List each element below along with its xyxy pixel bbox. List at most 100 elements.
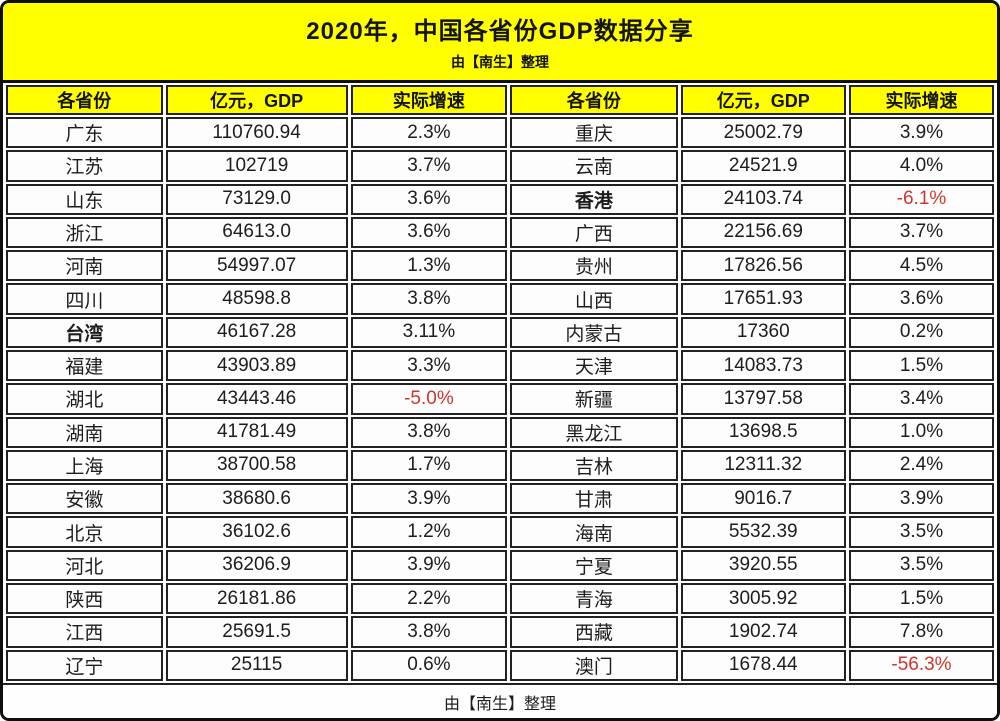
province-cell: 广西 [510, 216, 678, 249]
growth-cell: 3.5% [848, 516, 994, 548]
growth-cell: 3.9% [848, 117, 994, 149]
gdp-cell: 22156.69 [680, 216, 846, 249]
gdp-cell: 25115 [165, 649, 348, 681]
gdp-cell: 48598.8 [165, 283, 348, 315]
province-cell: 云南 [510, 150, 678, 182]
growth-cell: -5.0% [350, 383, 508, 415]
gdp-cell: 17826.56 [680, 250, 846, 282]
title-band: 2020年，中国各省份GDP数据分享 由【南生】整理 [3, 3, 997, 83]
province-cell: 辽宁 [6, 649, 163, 681]
gdp-table-wrap: 各省份 亿元，GDP 实际增速 各省份 亿元，GDP 实际增速 广东 110760… [3, 83, 997, 683]
growth-cell: 3.8% [350, 283, 508, 315]
growth-cell: 3.7% [848, 216, 994, 249]
province-cell: 山东 [6, 183, 163, 215]
province-cell: 黑龙江 [510, 416, 678, 448]
header-gdp-right: 亿元，GDP [680, 85, 846, 115]
gdp-cell: 73129.0 [165, 183, 348, 215]
gdp-cell: 46167.28 [165, 316, 348, 348]
growth-cell: 1.3% [350, 250, 508, 282]
growth-cell: 4.0% [848, 150, 994, 182]
table-row: 陕西 26181.86 2.2% 青海 3005.92 1.5% [6, 582, 994, 615]
province-cell: 陕西 [6, 582, 163, 615]
growth-cell: 3.5% [848, 549, 994, 581]
table-row: 江苏 102719 3.7% 云南 24521.9 4.0% [6, 150, 994, 182]
province-cell: 安徽 [6, 483, 163, 515]
province-cell: 贵州 [510, 250, 678, 282]
growth-cell: 3.7% [350, 150, 508, 182]
table-row: 湖南 41781.49 3.8% 黑龙江 13698.5 1.0% [6, 416, 994, 448]
gdp-cell: 12311.32 [680, 449, 846, 482]
table-row: 山东 73129.0 3.6% 香港 24103.74 -6.1% [6, 183, 994, 215]
header-gdp-left: 亿元，GDP [165, 85, 348, 115]
province-cell: 上海 [6, 449, 163, 482]
growth-cell: 3.6% [848, 283, 994, 315]
table-row: 安徽 38680.6 3.9% 甘肃 9016.7 3.9% [6, 483, 994, 515]
province-cell: 河南 [6, 250, 163, 282]
table-row: 广东 110760.94 2.3% 重庆 25002.79 3.9% [6, 117, 994, 149]
header-province-left: 各省份 [6, 85, 163, 115]
gdp-cell: 41781.49 [165, 416, 348, 448]
table-row: 上海 38700.58 1.7% 吉林 12311.32 2.4% [6, 449, 994, 482]
gdp-cell: 64613.0 [165, 216, 348, 249]
table-header-row: 各省份 亿元，GDP 实际增速 各省份 亿元，GDP 实际增速 [6, 85, 994, 115]
table-row: 湖北 43443.46 -5.0% 新疆 13797.58 3.4% [6, 383, 994, 415]
gdp-cell: 26181.86 [165, 582, 348, 615]
gdp-cell: 13698.5 [680, 416, 846, 448]
province-cell: 北京 [6, 516, 163, 548]
gdp-cell: 3920.55 [680, 549, 846, 581]
table-body: 广东 110760.94 2.3% 重庆 25002.79 3.9% 江苏 102719 3.7… [6, 117, 994, 681]
table-row: 福建 43903.89 3.3% 天津 14083.73 1.5% [6, 349, 994, 382]
growth-cell: 2.3% [350, 117, 508, 149]
gdp-table: 各省份 亿元，GDP 实际增速 各省份 亿元，GDP 实际增速 广东 110760… [3, 83, 997, 683]
province-cell: 重庆 [510, 117, 678, 149]
growth-cell: 1.5% [848, 349, 994, 382]
gdp-cell: 25002.79 [680, 117, 846, 149]
growth-cell: 0.2% [848, 316, 994, 348]
growth-cell: 1.7% [350, 449, 508, 482]
growth-cell: 2.4% [848, 449, 994, 482]
province-cell: 浙江 [6, 216, 163, 249]
gdp-cell: 17360 [680, 316, 846, 348]
province-cell: 新疆 [510, 383, 678, 415]
growth-cell: 3.6% [350, 183, 508, 215]
province-cell: 江西 [6, 616, 163, 648]
gdp-cell: 25691.5 [165, 616, 348, 648]
growth-cell: 3.8% [350, 616, 508, 648]
growth-cell: 4.5% [848, 250, 994, 282]
province-cell: 山西 [510, 283, 678, 315]
gdp-cell: 102719 [165, 150, 348, 182]
gdp-cell: 5532.39 [680, 516, 846, 548]
growth-cell: 3.9% [848, 483, 994, 515]
province-cell: 四川 [6, 283, 163, 315]
table-row: 河北 36206.9 3.9% 宁夏 3920.55 3.5% [6, 549, 994, 581]
growth-cell: 3.8% [350, 416, 508, 448]
province-cell: 吉林 [510, 449, 678, 482]
footer-credit: 由【南生】整理 [443, 695, 556, 713]
growth-cell: 1.5% [848, 582, 994, 615]
province-cell: 天津 [510, 349, 678, 382]
gdp-cell: 24103.74 [680, 183, 846, 215]
gdp-cell: 24521.9 [680, 150, 846, 182]
gdp-cell: 13797.58 [680, 383, 846, 415]
gdp-cell: 110760.94 [165, 117, 348, 149]
gdp-cell: 36102.6 [165, 516, 348, 548]
province-cell: 宁夏 [510, 549, 678, 581]
header-growth-right: 实际增速 [848, 85, 994, 115]
province-cell: 湖北 [6, 383, 163, 415]
province-cell: 香港 [510, 183, 678, 215]
province-cell: 青海 [510, 582, 678, 615]
gdp-cell: 54997.07 [165, 250, 348, 282]
gdp-cell: 36206.9 [165, 549, 348, 581]
gdp-cell: 3005.92 [680, 582, 846, 615]
table-row: 四川 48598.8 3.8% 山西 17651.93 3.6% [6, 283, 994, 315]
header-province-right: 各省份 [510, 85, 678, 115]
table-row: 河南 54997.07 1.3% 贵州 17826.56 4.5% [6, 250, 994, 282]
province-cell: 台湾 [6, 316, 163, 348]
gdp-cell: 9016.7 [680, 483, 846, 515]
growth-cell: 3.11% [350, 316, 508, 348]
gdp-cell: 17651.93 [680, 283, 846, 315]
table-row: 辽宁 25115 0.6% 澳门 1678.44 -56.3% [6, 649, 994, 681]
province-cell: 江苏 [6, 150, 163, 182]
province-cell: 内蒙古 [510, 316, 678, 348]
gdp-cell: 1678.44 [680, 649, 846, 681]
